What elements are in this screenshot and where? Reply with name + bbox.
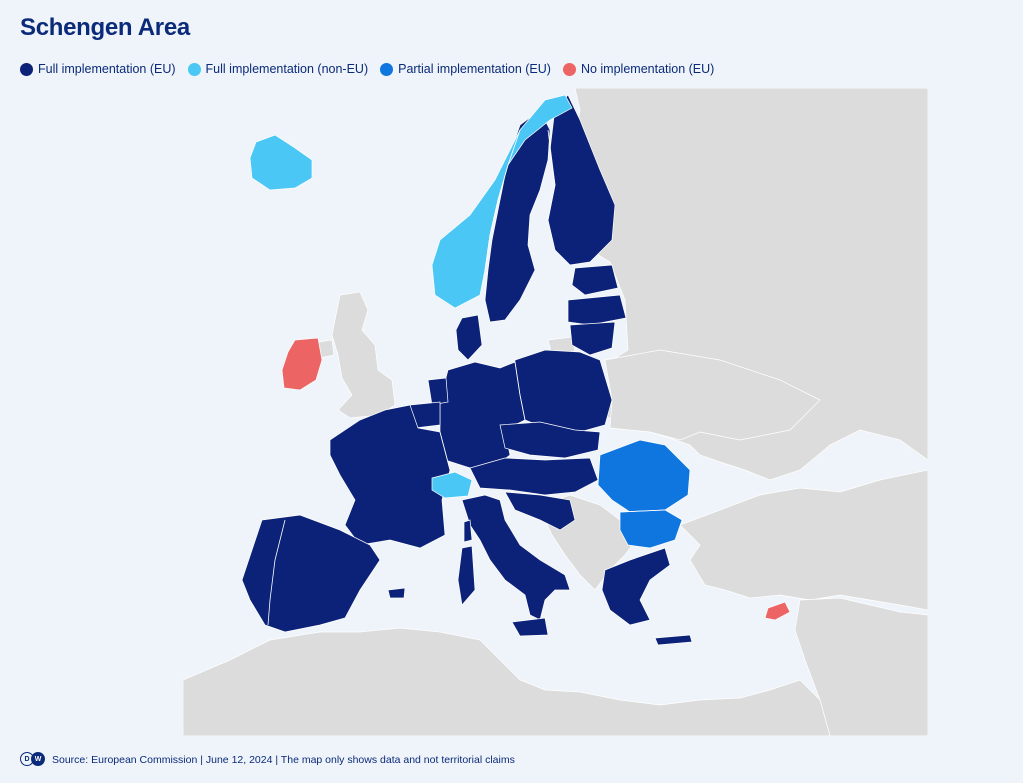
- land-levant: [794, 597, 928, 736]
- map-title: Schengen Area: [20, 14, 190, 41]
- legend-swatch-full-non-eu: [187, 62, 201, 76]
- legend-item-full-non-eu: Full implementation (non-EU): [187, 62, 369, 76]
- footer: D W Source: European Commission | June 1…: [20, 751, 515, 769]
- europe-map: [183, 88, 928, 736]
- map-frame: [183, 88, 928, 736]
- country-spain-portugal: [241, 514, 381, 633]
- country-denmark: [455, 314, 483, 361]
- legend-swatch-none-eu: [562, 62, 576, 76]
- none-eu-countries: [281, 337, 791, 621]
- land-turkey-middle-east: [679, 469, 928, 611]
- border-norway-sweden: [484, 129, 521, 271]
- legend-item-partial-eu: Partial implementation (EU): [380, 62, 551, 76]
- border-romania-bulgaria: [619, 509, 666, 513]
- country-latvia: [567, 294, 627, 326]
- dw-logo: D W: [20, 751, 46, 769]
- border-germany-poland: [514, 361, 526, 421]
- land-north-africa: [183, 627, 831, 736]
- country-crete: [654, 634, 693, 646]
- full-eu-countries: [241, 94, 693, 646]
- full-non-eu-countries: [249, 94, 573, 499]
- country-italy: [461, 494, 571, 621]
- country-netherlands: [427, 377, 449, 406]
- partial-eu-countries: [597, 439, 691, 549]
- legend-label-none-eu: No implementation (EU): [580, 62, 715, 76]
- country-sicily: [511, 617, 549, 637]
- legend-label-partial-eu: Partial implementation (EU): [398, 62, 551, 76]
- land-belarus-ukraine: [604, 349, 821, 441]
- country-greece: [601, 547, 671, 626]
- country-romania: [597, 439, 691, 513]
- border-france-germany: [439, 431, 451, 471]
- country-estonia: [571, 264, 619, 296]
- legend-item-full-eu: Full implementation (EU): [20, 62, 176, 76]
- country-sardinia: [457, 545, 476, 606]
- other-land: [183, 88, 928, 736]
- country-switzerland: [431, 471, 473, 499]
- country-mallorca: [387, 587, 406, 599]
- legend-label-full-eu: Full implementation (EU): [38, 62, 176, 76]
- legend-label-full-non-eu: Full implementation (non-EU): [205, 62, 369, 76]
- country-ireland: [281, 337, 323, 391]
- country-norway: [431, 94, 573, 309]
- country-sweden: [484, 109, 551, 323]
- border-sweden-finland: [547, 129, 556, 221]
- dw-logo-right: W: [31, 752, 45, 766]
- country-lithuania: [569, 321, 616, 356]
- country-slovenia-croatia: [504, 491, 576, 531]
- country-france: [329, 404, 451, 549]
- country-austria-hungary: [469, 457, 599, 496]
- legend-swatch-partial-eu: [380, 62, 394, 76]
- country-cyprus: [764, 601, 791, 621]
- border-spain-portugal: [267, 519, 286, 626]
- borders: [267, 129, 666, 626]
- country-poland: [511, 349, 613, 433]
- legend: Full implementation (EU) Full implementa…: [20, 62, 714, 76]
- country-iceland: [249, 134, 313, 191]
- country-czechia-slovakia: [499, 421, 601, 459]
- source-note: Source: European Commission | June 12, 2…: [52, 754, 515, 766]
- legend-swatch-full-eu: [20, 62, 33, 76]
- country-corsica: [463, 519, 473, 543]
- country-bulgaria: [619, 509, 683, 549]
- legend-item-none-eu: No implementation (EU): [562, 62, 715, 76]
